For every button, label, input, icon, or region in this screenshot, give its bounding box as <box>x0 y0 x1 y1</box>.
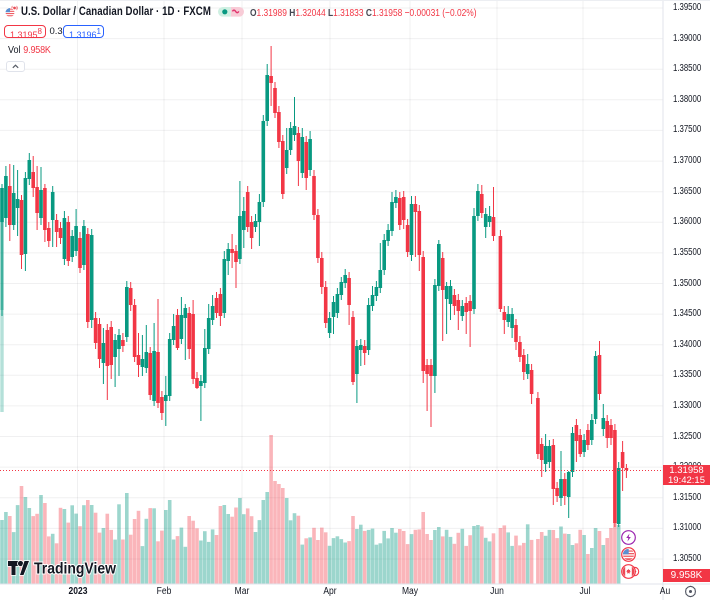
svg-text:TradingView: TradingView <box>34 561 117 578</box>
